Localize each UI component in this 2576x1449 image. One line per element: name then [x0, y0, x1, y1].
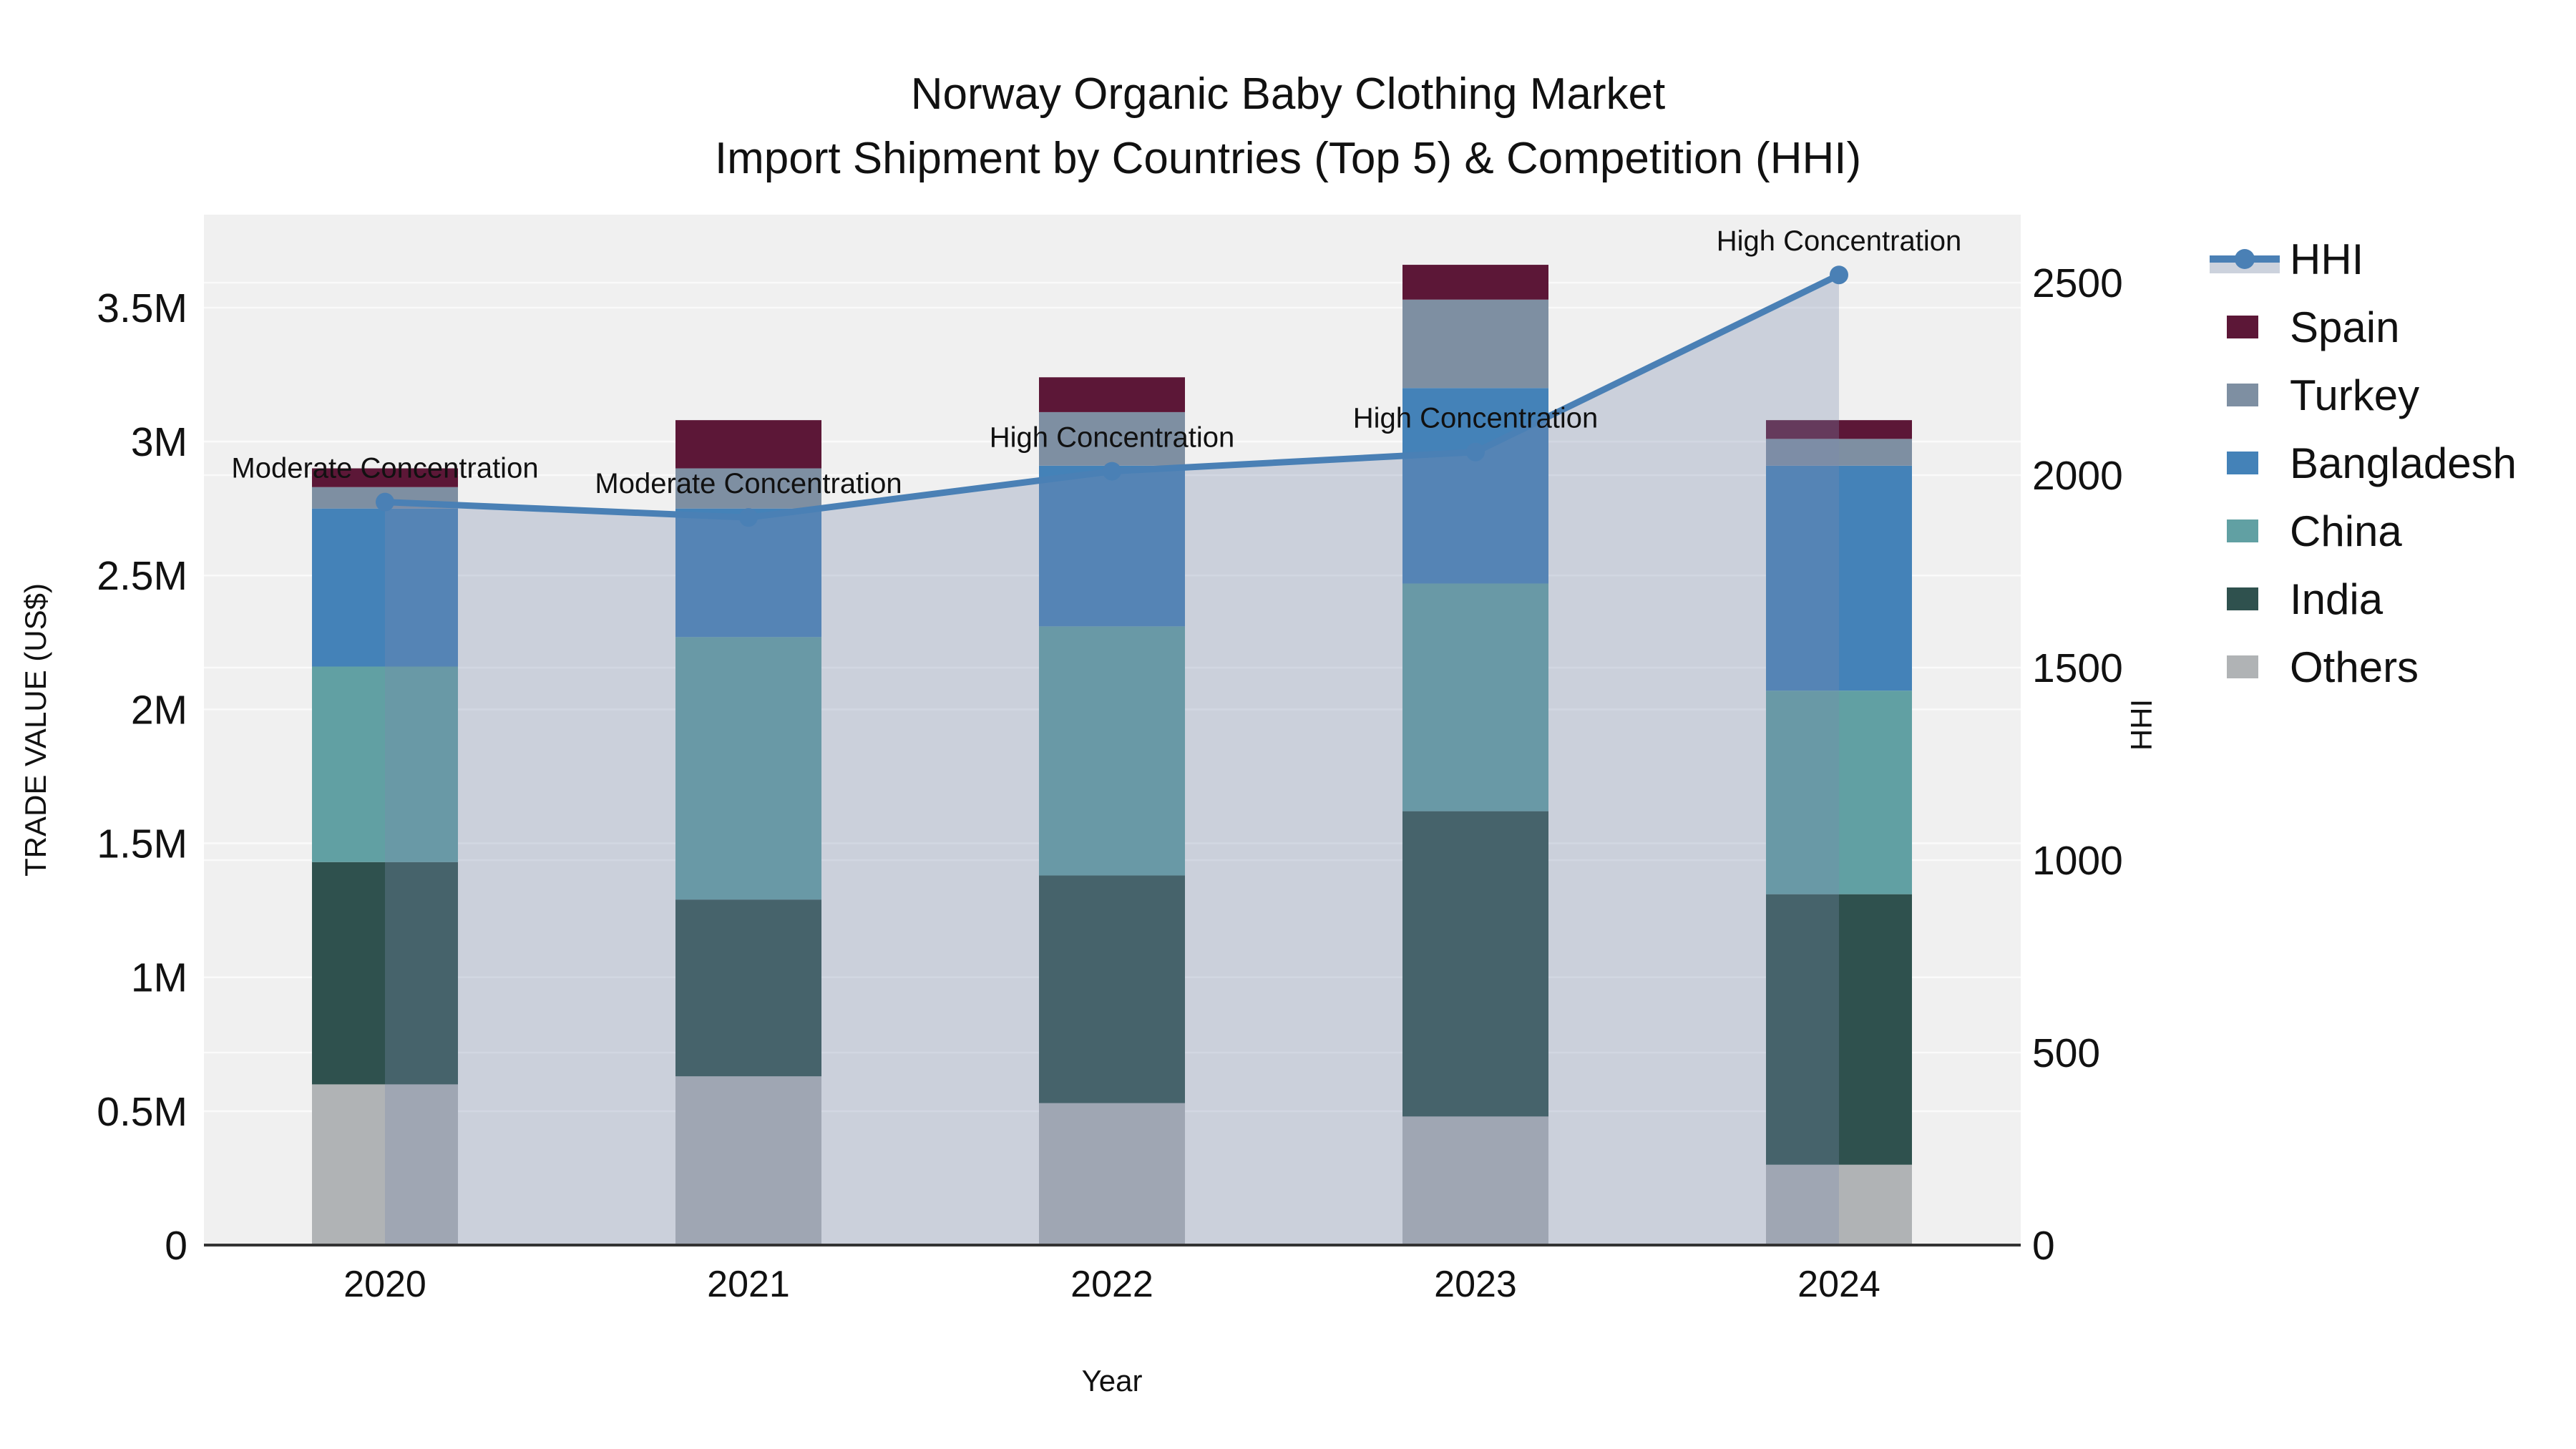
legend-swatch-india — [2227, 587, 2258, 610]
bar-segment-india-2024 — [1766, 894, 1912, 1165]
legend: HHI Spain Turkey Bangladesh China India Others — [2210, 235, 2517, 691]
hhi-marker-2021 — [739, 508, 758, 527]
legend-item-turkey: Turkey — [2227, 371, 2419, 419]
bar-segment-others-2022 — [1039, 1103, 1185, 1245]
bar-segment-bangladesh-2022 — [1039, 465, 1185, 627]
x-tick-2022: 2022 — [1070, 1264, 1153, 1305]
bar-segment-spain-2020 — [312, 468, 458, 487]
bar-segment-bangladesh-2023 — [1402, 388, 1548, 584]
bar-segment-china-2023 — [1402, 583, 1548, 811]
legend-label-india: India — [2290, 575, 2384, 623]
legend-label-others: Others — [2290, 643, 2419, 691]
y-right-tick-0: 0 — [2032, 1223, 2055, 1269]
y-right-tick-2500: 2500 — [2032, 260, 2123, 306]
y-left-tick-0.5M: 0.5M — [97, 1089, 187, 1135]
bar-segment-india-2022 — [1039, 875, 1185, 1103]
legend-label-hhi: HHI — [2290, 235, 2363, 283]
hhi-marker-2024 — [1830, 265, 1848, 285]
y-right-tick-1000: 1000 — [2032, 838, 2123, 884]
bar-2021 — [675, 420, 821, 1245]
hhi-marker-2020 — [376, 492, 394, 512]
legend-hhi-marker-icon — [2235, 249, 2255, 269]
hhi-markers-group — [376, 265, 1848, 527]
x-tick-2021: 2021 — [707, 1264, 790, 1305]
bar-segment-china-2021 — [675, 637, 821, 900]
legend-item-hhi: HHI — [2210, 235, 2363, 283]
annotations-group: Moderate Concentration Moderate Concentra… — [231, 225, 1961, 499]
bar-segment-turkey-2021 — [675, 468, 821, 509]
legend-item-china: China — [2227, 507, 2402, 555]
legend-swatch-spain — [2227, 316, 2258, 338]
y-left-tick-0: 0 — [165, 1223, 187, 1269]
bar-segment-turkey-2024 — [1766, 439, 1912, 466]
bar-2024 — [1766, 420, 1912, 1245]
legend-item-others: Others — [2227, 643, 2419, 691]
y-left-tick-2.5M: 2.5M — [97, 553, 187, 599]
bar-2020 — [312, 468, 458, 1245]
y-left-tick-3.5M: 3.5M — [97, 286, 187, 331]
legend-item-bangladesh: Bangladesh — [2227, 439, 2517, 487]
bar-segment-others-2021 — [675, 1076, 821, 1245]
legend-item-india: India — [2227, 575, 2384, 623]
y-left-tick-1M: 1M — [131, 955, 187, 1001]
y-axis-right-ticks: 0 500 1000 1500 2000 2500 — [2032, 260, 2123, 1269]
bar-segment-others-2020 — [312, 1084, 458, 1245]
bar-2022 — [1039, 377, 1185, 1245]
legend-label-bangladesh: Bangladesh — [2290, 439, 2517, 487]
bar-segment-china-2020 — [312, 666, 458, 862]
annotation-2022: High Concentration — [990, 422, 1234, 454]
legend-swatch-turkey — [2227, 384, 2258, 406]
y-left-tick-2M: 2M — [131, 687, 187, 733]
bar-segment-turkey-2022 — [1039, 411, 1185, 466]
x-tick-2023: 2023 — [1434, 1264, 1517, 1305]
chart-title-line2: Import Shipment by Countries (Top 5) & C… — [715, 134, 1861, 183]
y-right-tick-2000: 2000 — [2032, 453, 2123, 499]
y-right-tick-1500: 1500 — [2032, 645, 2123, 691]
x-tick-2020: 2020 — [343, 1264, 426, 1305]
bar-segment-india-2023 — [1402, 811, 1548, 1117]
annotation-2023: High Concentration — [1353, 403, 1598, 434]
bar-segment-china-2022 — [1039, 626, 1185, 876]
annotation-2024: High Concentration — [1717, 225, 1961, 257]
annotation-2021: Moderate Concentration — [595, 468, 902, 499]
bar-segment-spain-2024 — [1766, 420, 1912, 439]
legend-swatch-others — [2227, 655, 2258, 678]
bar-segment-bangladesh-2020 — [312, 508, 458, 667]
legend-label-turkey: Turkey — [2290, 371, 2419, 419]
y-axis-label-left: TRADE VALUE (US$) — [19, 583, 52, 877]
x-axis-ticks: 2020 2021 2022 2023 2024 — [343, 1264, 1880, 1305]
bar-segment-india-2020 — [312, 862, 458, 1085]
bar-segment-bangladesh-2021 — [675, 508, 821, 638]
bar-segment-bangladesh-2024 — [1766, 465, 1912, 691]
bar-segment-spain-2022 — [1039, 377, 1185, 412]
annotation-2020: Moderate Concentration — [231, 453, 538, 484]
x-tick-2024: 2024 — [1797, 1264, 1880, 1305]
legend-label-spain: Spain — [2290, 303, 2399, 351]
hhi-marker-2023 — [1466, 442, 1485, 462]
bar-segment-india-2021 — [675, 899, 821, 1077]
y-axis-label-right: HHI — [2124, 699, 2158, 751]
y-left-tick-1.5M: 1.5M — [97, 821, 187, 867]
bar-segment-others-2024 — [1766, 1164, 1912, 1245]
bar-segment-spain-2021 — [675, 420, 821, 469]
y-left-tick-3M: 3M — [131, 419, 187, 465]
legend-label-china: China — [2290, 507, 2402, 555]
hhi-marker-2022 — [1103, 462, 1121, 481]
bar-segment-china-2024 — [1766, 691, 1912, 894]
x-axis-label: Year — [1082, 1364, 1143, 1397]
stacked-bars-group — [312, 265, 1912, 1245]
y-axis-left-ticks: 0 0.5M 1M 1.5M 2M 2.5M 3M 3.5M — [97, 286, 187, 1269]
bar-segment-spain-2023 — [1402, 265, 1548, 300]
legend-item-spain: Spain — [2227, 303, 2399, 351]
bar-segment-turkey-2023 — [1402, 299, 1548, 389]
y-right-tick-500: 500 — [2032, 1030, 2100, 1076]
legend-swatch-china — [2227, 519, 2258, 542]
legend-swatch-bangladesh — [2227, 452, 2258, 474]
chart-title-line1: Norway Organic Baby Clothing Market — [911, 69, 1665, 119]
bar-2023 — [1402, 265, 1548, 1245]
bar-segment-others-2023 — [1402, 1116, 1548, 1245]
hhi-area-fill — [385, 275, 1839, 1244]
